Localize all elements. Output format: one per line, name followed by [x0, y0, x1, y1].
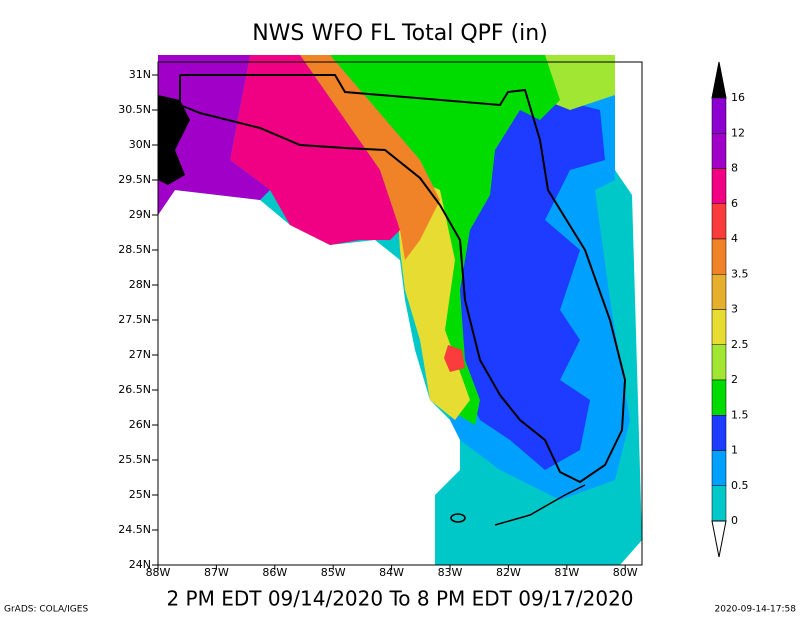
legend-label: 1.5: [731, 408, 749, 421]
legend-swatch: [711, 133, 727, 169]
timestamp: 2020-09-14-17:58: [715, 605, 797, 615]
color-legend: 16 12 8 6 4 3.5 3 2.5 2 1.5 1 0.5 0: [711, 61, 749, 558]
field-red: [444, 345, 465, 372]
legend-label: 3.5: [731, 267, 749, 280]
lat-label: 29N: [129, 208, 151, 221]
legend-label: 0.5: [731, 479, 749, 492]
lat-label: 25N: [129, 488, 151, 501]
legend-label: 8: [731, 162, 738, 175]
legend-swatch: [711, 203, 727, 240]
keys: [494, 484, 586, 526]
legend-swatch: [711, 415, 727, 451]
legend-under: [711, 520, 727, 558]
map-title: NWS WFO FL Total QPF (in): [252, 21, 548, 46]
legend-label: 2: [731, 373, 738, 386]
lon-label: 82W: [496, 566, 521, 579]
legend-label: 0: [731, 514, 738, 527]
legend-label: 1: [731, 444, 738, 457]
legend-swatch: [711, 238, 727, 275]
lat-label: 31N: [129, 68, 151, 81]
lon-label: 81W: [554, 566, 579, 579]
legend-label: 6: [731, 197, 738, 210]
credit: GrADS: COLA/IGES: [4, 605, 88, 615]
state-outline: [179, 74, 627, 484]
lat-label: 27.5N: [118, 313, 151, 326]
lat-label: 25.5N: [118, 453, 151, 466]
legend-label: 12: [731, 126, 745, 139]
legend-swatch: [711, 379, 727, 416]
legend-over: [711, 61, 727, 99]
lon-label: 84W: [379, 566, 404, 579]
legend-label: 2.5: [731, 338, 749, 351]
lon-label: 86W: [262, 566, 287, 579]
field-purple: [158, 55, 270, 215]
legend-label: 3: [731, 303, 738, 316]
field-blue: [455, 100, 605, 470]
field-orange: [300, 55, 440, 260]
lat-label: 26N: [129, 418, 151, 431]
field-magenta: [230, 55, 400, 245]
island: [450, 513, 466, 523]
legend-swatch: [711, 344, 727, 381]
lon-label: 83W: [438, 566, 463, 579]
axes: 31N 30.5N 30N 29.5N 29N 28.5N 28N 27.5N 27N 26.5N…: [118, 68, 637, 579]
lat-label: 30N: [129, 138, 151, 151]
lon-label: 87W: [204, 566, 229, 579]
field-black: [158, 95, 190, 185]
legend-label: 4: [731, 232, 738, 245]
lat-label: 24N: [129, 558, 151, 571]
lat-label: 30.5N: [118, 103, 151, 116]
legend-swatch: [711, 485, 727, 522]
lon-label: 85W: [321, 566, 346, 579]
time-range: 2 PM EDT 09/14/2020 To 8 PM EDT 09/17/20…: [166, 587, 633, 611]
legend-swatch: [711, 97, 727, 134]
lat-label: 28N: [129, 278, 151, 291]
lat-label: 26.5N: [118, 383, 151, 396]
lat-label: 28.5N: [118, 243, 151, 256]
lon-label: 88W: [146, 566, 171, 579]
legend-swatch: [711, 450, 727, 486]
coastline: [179, 74, 627, 526]
lat-label: 27N: [129, 348, 151, 361]
map-frame: [157, 61, 643, 566]
legend-swatch: [711, 274, 727, 310]
precip-field: [158, 55, 642, 565]
lat-label: 29.5N: [118, 173, 151, 186]
legend-swatch: [711, 309, 727, 345]
lat-label: 24.5N: [118, 523, 151, 536]
legend-swatch: [711, 168, 727, 204]
lon-label: 80W: [613, 566, 638, 579]
legend-label: 16: [731, 91, 745, 104]
